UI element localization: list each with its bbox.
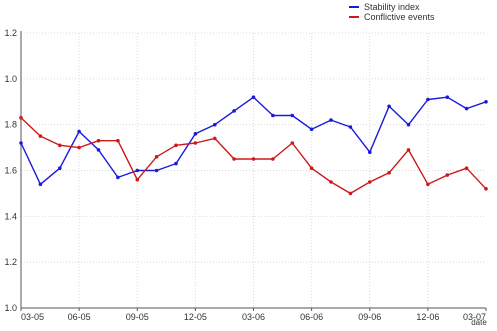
data-point-stability-index — [116, 175, 120, 180]
data-point-stability-index — [309, 127, 314, 132]
data-point-conflictive-events — [426, 182, 430, 187]
data-point-stability-index — [213, 122, 217, 127]
data-point-stability-index — [387, 104, 391, 109]
data-point-stability-index — [38, 182, 43, 187]
x-tick-label: 12-06 — [416, 312, 439, 322]
data-point-stability-index — [58, 166, 62, 170]
data-point-stability-index — [426, 97, 430, 102]
x-tick-label: 09-05 — [126, 312, 149, 322]
y-tick-label: 1.8 — [4, 120, 17, 130]
data-point-stability-index — [464, 106, 469, 111]
data-point-stability-index — [96, 148, 101, 152]
data-point-conflictive-events — [193, 141, 198, 145]
y-tick-label: 1.0 — [4, 303, 17, 313]
y-tick-label: 1.4 — [4, 211, 17, 221]
data-point-conflictive-events — [464, 166, 469, 170]
data-point-conflictive-events — [213, 136, 217, 141]
data-point-conflictive-events — [348, 191, 353, 196]
x-tick-label: 03-06 — [242, 312, 265, 322]
data-point-stability-index — [445, 95, 450, 99]
data-point-conflictive-events — [445, 173, 450, 177]
series-layer — [19, 95, 488, 196]
data-point-conflictive-events — [271, 157, 275, 161]
data-point-conflictive-events — [309, 166, 314, 170]
y-tick-label: 1.6 — [4, 166, 17, 176]
data-point-stability-index — [174, 161, 178, 166]
legend-label-conflictive-events: Conflictive events — [364, 12, 435, 22]
data-point-conflictive-events — [329, 180, 333, 184]
data-point-conflictive-events — [135, 177, 140, 182]
data-point-stability-index — [19, 141, 23, 145]
x-tick-label: 03-07 — [463, 312, 486, 322]
data-point-stability-index — [290, 113, 295, 118]
data-point-conflictive-events — [96, 138, 101, 143]
y-tick-label: 1.2 — [4, 28, 17, 38]
x-tick-label: 03-05 — [21, 312, 44, 322]
data-point-conflictive-events — [38, 134, 43, 138]
data-point-conflictive-events — [290, 141, 295, 145]
data-point-stability-index — [484, 100, 488, 104]
data-point-stability-index — [271, 113, 275, 118]
data-point-conflictive-events — [116, 138, 120, 143]
data-point-stability-index — [135, 168, 140, 173]
data-point-stability-index — [348, 125, 353, 129]
data-point-conflictive-events — [154, 155, 159, 159]
data-point-conflictive-events — [58, 143, 62, 148]
data-point-conflictive-events — [174, 143, 178, 148]
data-point-conflictive-events — [77, 145, 81, 150]
data-point-conflictive-events — [232, 157, 236, 161]
data-point-stability-index — [232, 109, 236, 113]
x-tick-label: 06-05 — [68, 312, 91, 322]
legend-label-stability-index: Stability index — [364, 2, 420, 12]
data-point-stability-index — [251, 95, 256, 99]
y-tick-label: 1.2 — [4, 257, 17, 267]
x-axis-label: date — [471, 318, 487, 326]
data-point-stability-index — [154, 168, 159, 173]
axes: 1.0 1.2 1.4 1.6 1.8 1.0 1.2 03-05 06-05 09-05 12-0… — [4, 28, 487, 322]
data-point-stability-index — [77, 129, 81, 134]
data-point-stability-index — [368, 150, 372, 154]
data-point-stability-index — [329, 118, 333, 122]
data-point-conflictive-events — [251, 157, 256, 161]
data-point-conflictive-events — [484, 187, 488, 191]
x-tick-label: 06-06 — [300, 312, 323, 322]
x-tick-label: 09-06 — [358, 312, 381, 322]
data-point-stability-index — [406, 122, 411, 127]
data-point-conflictive-events — [406, 148, 411, 152]
y-tick-label: 1.0 — [4, 74, 17, 84]
data-point-conflictive-events — [387, 171, 391, 175]
data-point-conflictive-events — [368, 180, 372, 184]
x-tick-label: 12-05 — [184, 312, 207, 322]
data-point-stability-index — [193, 132, 198, 136]
data-point-conflictive-events — [19, 116, 23, 120]
